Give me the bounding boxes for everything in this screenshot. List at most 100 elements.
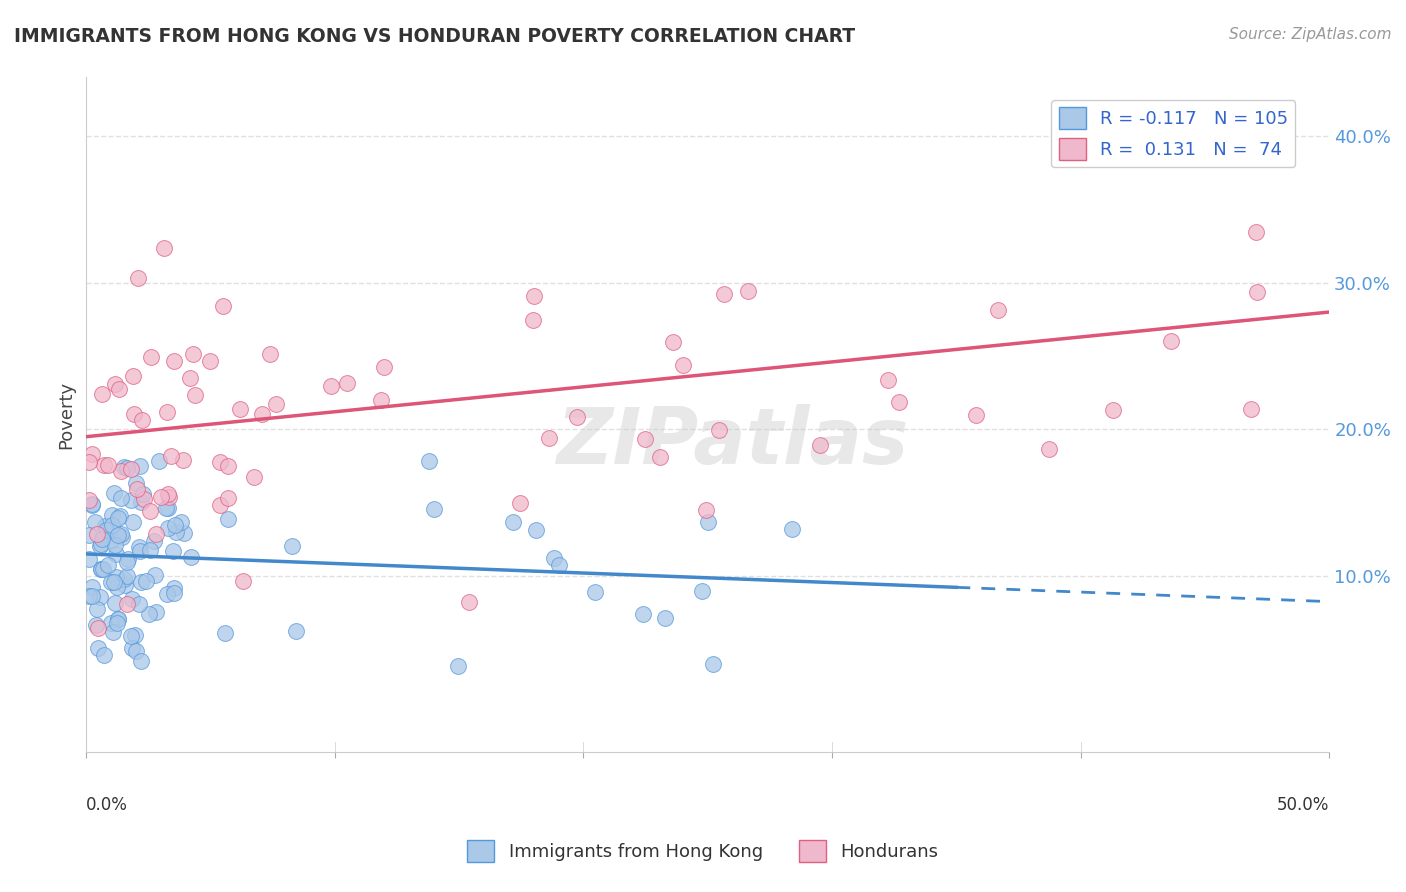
Point bbox=[631, 607, 654, 621]
Point bbox=[1160, 334, 1182, 349]
Point bbox=[132, 491, 155, 506]
Point bbox=[87, 641, 110, 656]
Point bbox=[100, 616, 122, 631]
Point bbox=[82, 581, 104, 595]
Point bbox=[695, 503, 717, 517]
Point bbox=[876, 373, 898, 387]
Point bbox=[77, 551, 100, 566]
Point bbox=[90, 561, 112, 575]
Point bbox=[156, 487, 179, 501]
Point bbox=[173, 525, 195, 540]
Point bbox=[232, 574, 254, 588]
Point bbox=[125, 475, 148, 490]
Text: 0.0%: 0.0% bbox=[86, 796, 128, 814]
Point bbox=[662, 334, 685, 349]
Point bbox=[97, 458, 120, 472]
Point bbox=[1240, 402, 1263, 417]
Point bbox=[447, 659, 470, 673]
Point bbox=[103, 486, 125, 500]
Point bbox=[458, 595, 481, 609]
Point bbox=[163, 586, 186, 600]
Point bbox=[987, 303, 1010, 318]
Point bbox=[104, 596, 127, 610]
Point bbox=[373, 360, 395, 375]
Point bbox=[115, 460, 138, 475]
Point bbox=[103, 575, 125, 590]
Point bbox=[82, 498, 104, 512]
Point bbox=[105, 570, 128, 584]
Point bbox=[121, 640, 143, 655]
Point bbox=[128, 544, 150, 558]
Point bbox=[107, 528, 129, 542]
Point bbox=[90, 387, 112, 401]
Point bbox=[502, 515, 524, 529]
Point bbox=[124, 407, 146, 421]
Point bbox=[259, 347, 281, 361]
Point bbox=[98, 523, 121, 537]
Point bbox=[107, 611, 129, 625]
Point bbox=[124, 628, 146, 642]
Point bbox=[887, 394, 910, 409]
Point bbox=[122, 368, 145, 383]
Point bbox=[129, 654, 152, 668]
Point bbox=[583, 585, 606, 599]
Text: Source: ZipAtlas.com: Source: ZipAtlas.com bbox=[1229, 27, 1392, 42]
Point bbox=[156, 586, 179, 600]
Point bbox=[84, 617, 107, 632]
Point bbox=[212, 299, 235, 313]
Point bbox=[97, 558, 120, 572]
Point bbox=[117, 568, 139, 582]
Point bbox=[86, 602, 108, 616]
Point bbox=[543, 550, 565, 565]
Point bbox=[111, 530, 134, 544]
Point bbox=[370, 392, 392, 407]
Point bbox=[101, 508, 124, 522]
Point bbox=[110, 527, 132, 541]
Point bbox=[145, 527, 167, 541]
Point bbox=[163, 353, 186, 368]
Point bbox=[120, 629, 142, 643]
Point bbox=[422, 502, 444, 516]
Point bbox=[702, 657, 724, 672]
Point bbox=[648, 450, 671, 464]
Point bbox=[153, 241, 176, 255]
Point bbox=[181, 347, 204, 361]
Point bbox=[128, 540, 150, 554]
Point bbox=[120, 492, 142, 507]
Point bbox=[157, 501, 180, 516]
Point bbox=[120, 461, 142, 475]
Point bbox=[91, 532, 114, 546]
Point bbox=[149, 490, 172, 504]
Point bbox=[214, 626, 236, 640]
Point bbox=[965, 408, 987, 422]
Text: 50.0%: 50.0% bbox=[1277, 796, 1329, 814]
Point bbox=[125, 483, 148, 497]
Point bbox=[138, 607, 160, 621]
Point bbox=[208, 455, 231, 469]
Point bbox=[89, 590, 111, 604]
Point bbox=[1102, 403, 1125, 417]
Point bbox=[134, 574, 156, 588]
Point bbox=[179, 371, 201, 385]
Point bbox=[90, 537, 112, 551]
Point bbox=[93, 648, 115, 662]
Point bbox=[112, 460, 135, 475]
Point bbox=[104, 547, 127, 561]
Point bbox=[184, 388, 207, 402]
Point bbox=[86, 527, 108, 541]
Point bbox=[77, 455, 100, 469]
Point bbox=[690, 583, 713, 598]
Point bbox=[548, 558, 571, 572]
Point bbox=[654, 610, 676, 624]
Point bbox=[169, 515, 191, 529]
Point bbox=[77, 492, 100, 507]
Point bbox=[87, 621, 110, 635]
Y-axis label: Poverty: Poverty bbox=[58, 381, 75, 449]
Point bbox=[1244, 225, 1267, 239]
Point bbox=[110, 491, 132, 506]
Point bbox=[1246, 285, 1268, 299]
Point bbox=[107, 612, 129, 626]
Point bbox=[537, 431, 560, 445]
Point bbox=[139, 543, 162, 558]
Point bbox=[129, 575, 152, 590]
